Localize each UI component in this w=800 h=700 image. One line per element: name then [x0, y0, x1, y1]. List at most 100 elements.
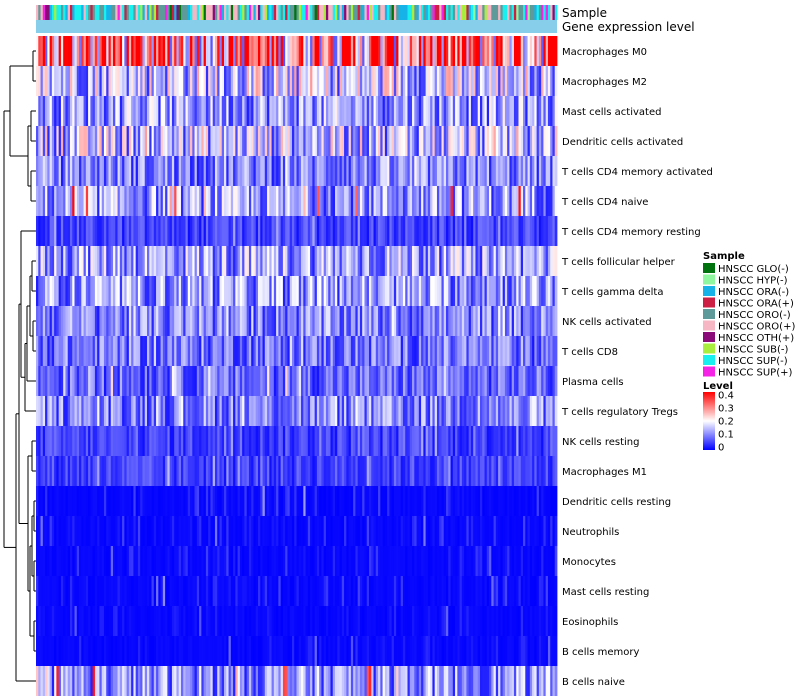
heatmap-cell	[246, 156, 250, 186]
heatmap-cell	[103, 156, 107, 186]
heatmap-cell	[167, 126, 171, 156]
heatmap-cell	[350, 366, 354, 396]
heatmap-cell	[307, 306, 311, 336]
heatmap-cell	[162, 366, 166, 396]
heatmap-cell	[38, 606, 41, 636]
heatmap-cell	[185, 96, 189, 126]
heatmap-cell	[350, 126, 354, 156]
sample-annotation-cell	[350, 5, 354, 20]
heatmap-cell	[289, 156, 293, 186]
heatmap-cell	[135, 186, 139, 216]
heatmap-cell	[246, 456, 250, 486]
sample-annotation-cell	[74, 5, 78, 20]
heatmap-cell	[278, 576, 282, 606]
heatmap-cell	[473, 606, 476, 636]
heatmap-cell	[335, 576, 338, 606]
heatmap-cell	[355, 456, 359, 486]
heatmap-cell	[536, 546, 540, 576]
heatmap-cell	[54, 156, 57, 186]
heatmap-cell	[103, 276, 107, 306]
heatmap-cell	[346, 366, 349, 396]
heatmap-cell	[301, 66, 304, 96]
heatmap-cell	[348, 276, 352, 306]
heatmap-cell	[239, 456, 243, 486]
heatmap-cell	[158, 336, 161, 366]
heatmap-cell	[466, 246, 470, 276]
heatmap-cell	[205, 546, 209, 576]
heatmap-cell	[464, 96, 467, 126]
heatmap-cell	[439, 606, 442, 636]
heatmap-cell	[174, 336, 177, 366]
heatmap-cell	[371, 456, 374, 486]
heatmap-cell	[484, 306, 488, 336]
heatmap-cell	[393, 486, 397, 516]
heatmap-cell	[267, 486, 270, 516]
heatmap-cell	[536, 426, 540, 456]
heatmap-cell	[76, 636, 80, 666]
heatmap-cell	[242, 246, 245, 276]
heatmap-cell	[294, 336, 297, 366]
sample-annotation-cell	[79, 5, 82, 20]
heatmap-cell	[239, 336, 243, 366]
sample-annotation-cell	[208, 5, 211, 20]
heatmap-cell	[353, 216, 356, 246]
heatmap-cell	[67, 606, 71, 636]
heatmap-cell	[176, 216, 180, 246]
heatmap-cell	[126, 126, 130, 156]
heatmap-cell	[282, 336, 286, 366]
heatmap-cell	[425, 336, 429, 366]
heatmap-cell	[242, 546, 245, 576]
heatmap-cell	[69, 426, 73, 456]
heatmap-cell	[203, 546, 207, 576]
heatmap-cell	[332, 336, 336, 366]
heatmap-cell	[94, 396, 98, 426]
heatmap-cell	[486, 156, 490, 186]
heatmap-cell	[357, 336, 361, 366]
heatmap-cell	[246, 606, 250, 636]
heatmap-cell	[67, 126, 71, 156]
heatmap-cell	[226, 426, 229, 456]
heatmap-cell	[40, 306, 44, 336]
sample-annotation-cell	[443, 5, 447, 20]
heatmap-cell	[502, 576, 506, 606]
heatmap-cell	[233, 306, 236, 336]
heatmap-cell	[489, 186, 492, 216]
heatmap-cell	[486, 36, 490, 66]
heatmap-cell	[94, 516, 98, 546]
heatmap-cell	[126, 216, 130, 246]
heatmap-cell	[504, 576, 508, 606]
heatmap-cell	[355, 426, 359, 456]
heatmap-cell	[212, 546, 216, 576]
heatmap-cell	[393, 126, 397, 156]
heatmap-cell	[194, 216, 198, 246]
heatmap-cell	[251, 366, 254, 396]
heatmap-cell	[194, 636, 198, 666]
heatmap-cell	[203, 216, 207, 246]
heatmap-cell	[479, 276, 483, 306]
heatmap-cell	[106, 306, 109, 336]
heatmap-cell	[418, 606, 422, 636]
heatmap-cell	[131, 576, 134, 606]
heatmap-cell	[226, 216, 229, 246]
heatmap-cell	[217, 486, 220, 516]
heatmap-cell	[536, 66, 540, 96]
heatmap-cell	[142, 636, 146, 666]
heatmap-cell	[285, 216, 288, 246]
heatmap-cell	[119, 486, 123, 516]
heatmap-cell	[167, 36, 171, 66]
heatmap-cell	[323, 336, 327, 366]
heatmap-cell	[162, 276, 166, 306]
heatmap-cell	[335, 426, 338, 456]
heatmap-cell	[511, 456, 515, 486]
sample-annotation-cell	[527, 5, 531, 20]
heatmap-cell	[473, 216, 476, 246]
heatmap-cell	[76, 516, 80, 546]
heatmap-cell	[190, 336, 193, 366]
heatmap-cell	[38, 486, 41, 516]
heatmap-cell	[350, 246, 354, 276]
heatmap-cell	[40, 126, 44, 156]
heatmap-cell	[137, 366, 141, 396]
heatmap-cell	[398, 606, 402, 636]
heatmap-cell	[149, 126, 152, 156]
heatmap-cell	[239, 246, 243, 276]
